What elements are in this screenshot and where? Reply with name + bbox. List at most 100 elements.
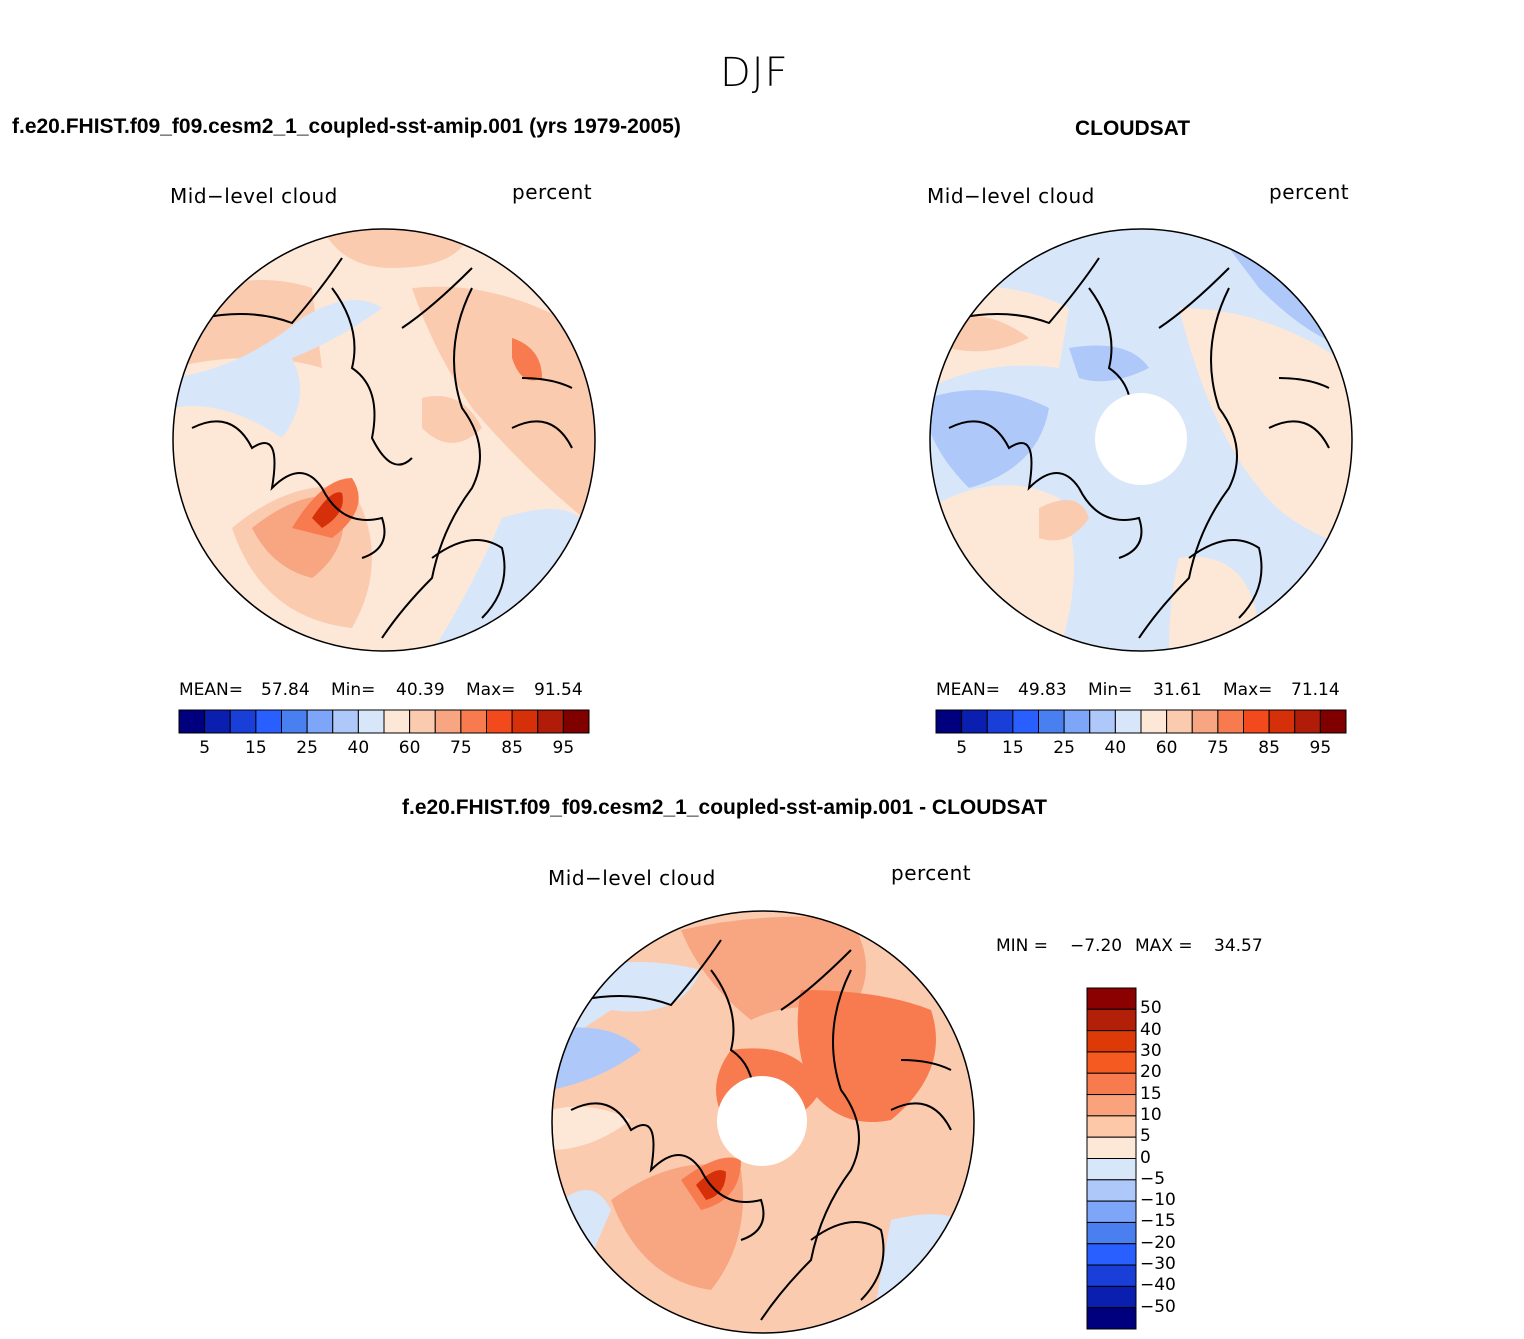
- panel2-colorbar-tick-label: 15: [1002, 738, 1024, 758]
- panel2-colorbar-swatch: [1268, 709, 1296, 734]
- panel2-polar-map: [929, 228, 1353, 652]
- panel3-max-label: MAX =: [1135, 936, 1193, 956]
- panel2-variable-label: Mid−level cloud: [927, 184, 1095, 208]
- panel2-mean-value: 49.83: [1018, 680, 1067, 700]
- panel3-min-label: MIN =: [996, 936, 1049, 956]
- panel1-colorbar-swatch: [229, 709, 257, 734]
- panel2-colorbar-tick-label: 85: [1258, 738, 1280, 758]
- panel2-colorbar-swatch: [1191, 709, 1219, 734]
- panel3-colorbar-swatch: [1086, 1072, 1137, 1096]
- panel1-polar-map: [172, 228, 596, 652]
- panel2-colorbar-tick-label: 75: [1207, 738, 1229, 758]
- panel3-colorbar: [1086, 987, 1137, 1330]
- panel3-colorbar-swatch: [1086, 1200, 1137, 1223]
- panel1-colorbar-tick-label: 95: [552, 738, 575, 758]
- panel3-field-patch: [552, 1027, 641, 1090]
- panel3-colorbar-swatch: [1086, 1136, 1137, 1159]
- panel1-colorbar-swatch: [383, 709, 411, 734]
- panel2-colorbar-swatch: [1140, 709, 1168, 734]
- panel3-colorbar-swatch: [1086, 1179, 1137, 1202]
- figure-suptitle: DJF: [720, 50, 789, 96]
- panel2-polar-gap: [1095, 393, 1187, 485]
- panel3-colorbar-swatch: [1086, 1243, 1137, 1266]
- panel1-field-patch: [173, 300, 382, 438]
- panel3-colorbar-tick-label: −40: [1140, 1275, 1176, 1296]
- panel1-colorbar-swatch: [537, 709, 564, 734]
- panel2-field-patch: [1039, 500, 1089, 541]
- panel2-colorbar-swatch: [1319, 709, 1347, 734]
- panel1-colorbar: [178, 709, 590, 734]
- panel1-field-patch: [512, 338, 542, 381]
- panel1-map-border: [172, 228, 596, 652]
- panel3-colorbar-tick-label: 10: [1140, 1104, 1162, 1125]
- panel1-colorbar-swatch: [460, 709, 487, 734]
- panel1-colorbar-tick-label: 15: [245, 738, 267, 758]
- panel3-field-patch: [797, 990, 936, 1122]
- panel1-colorbar-tick-label: 60: [398, 738, 421, 758]
- panel1-colorbar-swatch: [511, 709, 539, 734]
- panel2-mean-label: MEAN=: [936, 680, 1000, 700]
- panel3-colorbar-swatch: [1086, 1264, 1137, 1287]
- panel3-colorbar-tick-label: 0: [1140, 1147, 1151, 1168]
- panel1-colorbar-swatch: [281, 709, 308, 734]
- panel3-colorbar-swatch: [1086, 1094, 1137, 1117]
- panel1-variable-label: Mid−level cloud: [170, 184, 338, 208]
- panel1-units-label: percent: [512, 180, 593, 204]
- panel2-colorbar-swatch: [935, 709, 963, 734]
- panel1-colorbar-tick-label: 85: [501, 738, 523, 758]
- panel2-max-label: Max=: [1223, 680, 1273, 700]
- panel3-colorbar-swatch: [1086, 1115, 1137, 1138]
- panel2-colorbar-tick-label: 60: [1155, 738, 1178, 758]
- panel3-colorbar-tick-label: −50: [1140, 1296, 1176, 1317]
- panel3-colorbar-swatch: [1086, 1285, 1137, 1309]
- panel1-field-patch: [412, 286, 595, 528]
- panel3-colorbar-swatch: [1086, 1051, 1137, 1074]
- panel3-colorbar-swatch: [1086, 1158, 1137, 1181]
- panel3-colorbar-tick-label: 30: [1140, 1040, 1162, 1061]
- panel2-colorbar-swatch: [1166, 709, 1193, 734]
- panel3-title: f.e20.FHIST.f09_f09.cesm2_1_coupled-sst-…: [402, 796, 1048, 819]
- panel1-colorbar-swatch: [434, 709, 462, 734]
- panel3-max-value: 34.57: [1214, 936, 1263, 956]
- panel3-min-value: −7.20: [1070, 936, 1123, 956]
- panel3-colorbar-swatch: [1086, 1221, 1137, 1245]
- panel2-colorbar-swatch: [986, 709, 1014, 734]
- panel1-colorbar-swatch: [255, 709, 282, 734]
- panel3-map-border: [551, 910, 975, 1334]
- panel2-colorbar-swatch: [961, 709, 988, 734]
- panel1-min-value: 40.39: [396, 680, 445, 700]
- panel3-units-label: percent: [891, 861, 972, 885]
- panel2-colorbar-swatch: [1217, 709, 1244, 734]
- panel1-colorbar-tick-label: 5: [199, 738, 211, 758]
- panel3-colorbar-swatch: [1086, 1008, 1137, 1032]
- panel3-colorbar-tick-label: −10: [1140, 1190, 1176, 1211]
- panel3-colorbar-swatch: [1086, 1030, 1137, 1053]
- panel2-colorbar-tick-label: 5: [956, 738, 968, 758]
- panel2-field-patch: [1179, 308, 1352, 548]
- panel1-colorbar-swatch: [332, 709, 359, 734]
- panel1-mean-value: 57.84: [261, 680, 310, 700]
- panel3-polar-gap: [717, 1076, 807, 1166]
- panel1-mean-label: MEAN=: [179, 680, 243, 700]
- panel1-colorbar-swatch: [306, 709, 334, 734]
- panel2-colorbar-swatch: [1114, 709, 1142, 734]
- panel3-colorbar-tick-label: 15: [1140, 1083, 1162, 1104]
- panel2-min-value: 31.61: [1153, 680, 1202, 700]
- panel2-colorbar-swatch: [1089, 709, 1116, 734]
- panel1-colorbar-swatch: [409, 709, 436, 734]
- panel1-colorbar-swatch: [178, 709, 206, 734]
- panel3-field-patch: [552, 1106, 631, 1150]
- panel3-colorbar-tick-label: 20: [1140, 1062, 1162, 1083]
- panel1-colorbar-swatch: [357, 709, 385, 734]
- panel2-field-patch: [949, 315, 1029, 352]
- panel1-colorbar-tick-label: 75: [450, 738, 472, 758]
- panel1-colorbar-tick-label: 40: [347, 738, 370, 758]
- panel3-colorbar-tick-label: −20: [1140, 1232, 1176, 1253]
- panel1-colorbar-tick-label: 25: [296, 738, 318, 758]
- panel2-title: CLOUDSAT: [1075, 117, 1191, 140]
- panel1-colorbar-swatch: [204, 709, 231, 734]
- panel3-colorbar-tick-label: 40: [1140, 1019, 1162, 1040]
- panel3-colorbar-tick-label: 50: [1140, 998, 1162, 1019]
- panel2-colorbar-swatch: [1063, 709, 1091, 734]
- panel2-map-border: [929, 228, 1353, 652]
